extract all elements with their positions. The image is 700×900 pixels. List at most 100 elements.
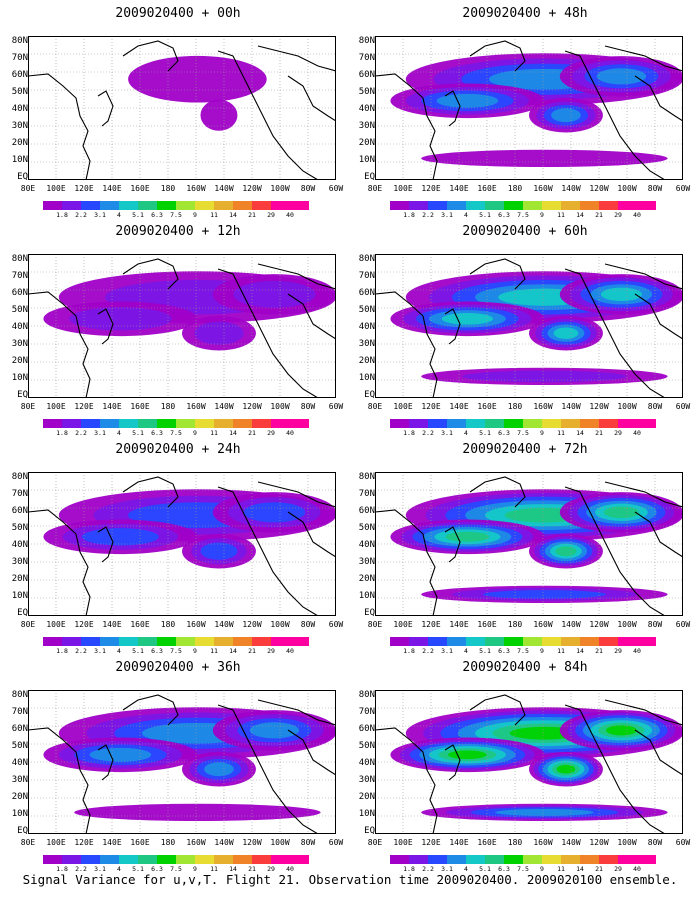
colorbar-label: 1.8 [403, 647, 415, 655]
longitude-label: 160E [130, 838, 150, 847]
colorbar-swatch [214, 855, 233, 864]
colorbar-swatch [138, 637, 157, 646]
variance-contour [555, 546, 577, 557]
variance-map [28, 690, 336, 834]
colorbar-label: 7.5 [517, 429, 529, 437]
colorbar-label: 14 [229, 865, 237, 873]
colorbar-swatch [290, 637, 309, 646]
latitude-label: 50N [358, 87, 375, 97]
colorbar-label: 11 [557, 865, 565, 873]
longitude-axis: 80E 100E 120E 140E 160E 180 160W 140W 120W 100W 80… [355, 838, 695, 850]
colorbar-swatch [62, 419, 81, 428]
latitude-label: 50N [358, 741, 375, 751]
latitude-label: 10N [358, 809, 375, 819]
colorbar-swatch [390, 637, 409, 646]
latitude-label: 70N [11, 271, 28, 281]
colorbar-swatch [599, 419, 618, 428]
coastline [217, 268, 319, 398]
coastline [564, 268, 666, 398]
coastline [287, 75, 336, 122]
colorbar-swatch [637, 855, 656, 864]
longitude-label: 60W [675, 838, 691, 847]
colorbar-swatch [138, 201, 157, 210]
colorbar-swatch [428, 637, 447, 646]
colorbar-swatch [466, 201, 485, 210]
latitude-label: 60N [358, 724, 375, 734]
latitude-label: 60N [358, 506, 375, 516]
colorbar-label: 5.1 [479, 429, 491, 437]
colorbar-label: 21 [595, 647, 603, 655]
latitude-label: 80N [11, 36, 28, 46]
colorbar-label: 29 [267, 865, 275, 873]
colorbar-label: 3.1 [94, 429, 106, 437]
longitude-label: 80W [300, 402, 316, 411]
latitude-label: 50N [11, 523, 28, 533]
colorbar-label: 40 [286, 647, 294, 655]
colorbar-label: 6.3 [498, 211, 510, 219]
longitude-label: 120E [421, 402, 441, 411]
colorbar-swatch [62, 201, 81, 210]
coastline [444, 526, 461, 563]
colorbar-swatch [119, 201, 138, 210]
colorbar-label: 6.3 [498, 647, 510, 655]
colorbar-swatch [43, 201, 62, 210]
latitude-label: 50N [11, 87, 28, 97]
colorbar-label: 1.8 [403, 429, 415, 437]
longitude-label: 120E [421, 620, 441, 629]
coastline [217, 704, 319, 834]
coastline [634, 511, 683, 558]
longitude-label: 180 [507, 184, 523, 193]
panel-title: 2009020400 + 60h [462, 224, 588, 239]
colorbar-label: 11 [210, 647, 218, 655]
colorbar-label: 7.5 [170, 865, 182, 873]
colorbar-label: 5.1 [132, 647, 144, 655]
longitude-label: 180 [160, 620, 176, 629]
colorbar-label: 11 [557, 211, 565, 219]
longitude-label: 160E [130, 402, 150, 411]
colorbar: 1.8 2.2 3.1 4 5.1 6.3 7.5 9 11 14 21 29 40 [43, 855, 309, 874]
colorbar-swatch [580, 855, 599, 864]
longitude-label: 180 [507, 402, 523, 411]
colorbar-label: 40 [633, 865, 641, 873]
figure-caption: Signal Variance for u,v,T. Flight 21. Ob… [22, 872, 678, 887]
longitude-label: 60W [675, 402, 691, 411]
variance-contour [596, 68, 647, 85]
latitude-axis: 80N 70N 60N 50N 40N 30N 20N 10N EQ [355, 472, 375, 622]
latitude-label: 50N [358, 523, 375, 533]
colorbar-label: 2.2 [422, 211, 434, 219]
coastline [122, 694, 179, 726]
latitude-label: 40N [358, 104, 375, 114]
colorbar-label: 7.5 [517, 211, 529, 219]
latitude-label: 70N [358, 707, 375, 717]
panel-title: 2009020400 + 00h [115, 6, 241, 21]
longitude-axis: 80E 100E 120E 140E 160E 180 160W 140W 120W 100W 80… [355, 402, 695, 414]
latitude-label: 10N [11, 155, 28, 165]
longitude-label: 160W [186, 184, 206, 193]
longitude-label: 140E [102, 402, 122, 411]
colorbar-swatch [252, 637, 271, 646]
colorbar-label: 3.1 [94, 865, 106, 873]
colorbar-swatch [542, 419, 561, 428]
coastline [257, 45, 336, 72]
colorbar-label: 40 [633, 211, 641, 219]
longitude-label: 140W [561, 402, 581, 411]
colorbar-label: 5.1 [479, 211, 491, 219]
colorbar-label: 2.2 [75, 647, 87, 655]
coastline [28, 727, 91, 834]
colorbar-swatch [447, 855, 466, 864]
colorbar-label: 3.1 [94, 647, 106, 655]
colorbar-label: 5.1 [132, 429, 144, 437]
colorbar-swatch [43, 637, 62, 646]
colorbar-swatch [542, 201, 561, 210]
longitude-label: 180 [507, 838, 523, 847]
longitude-label: 60W [675, 620, 691, 629]
colorbar-swatch [176, 419, 195, 428]
longitude-label: 100E [46, 838, 66, 847]
latitude-axis: 80N 70N 60N 50N 40N 30N 20N 10N EQ [8, 254, 28, 404]
colorbar-swatch [428, 201, 447, 210]
latitude-label: 60N [11, 70, 28, 80]
variance-contour [128, 55, 267, 103]
colorbar-label: 2.2 [422, 865, 434, 873]
longitude-label: 80W [647, 838, 663, 847]
longitude-label: 180 [160, 184, 176, 193]
